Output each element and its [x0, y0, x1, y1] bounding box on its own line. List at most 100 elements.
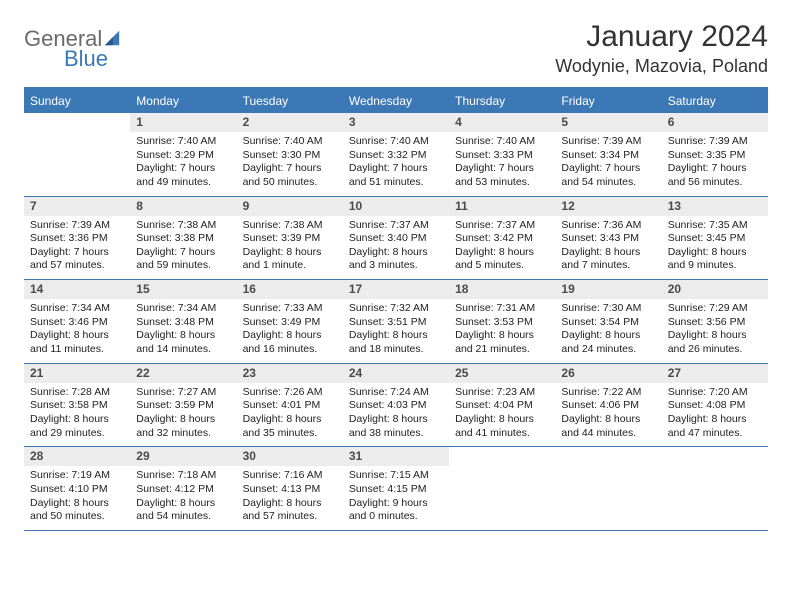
sunrise-text: Sunrise: 7:37 AM [349, 219, 443, 233]
day-content: Sunrise: 7:33 AMSunset: 3:49 PMDaylight:… [237, 299, 343, 363]
sunset-text: Sunset: 3:48 PM [136, 316, 230, 330]
day-cell: 13Sunrise: 7:35 AMSunset: 3:45 PMDayligh… [662, 197, 768, 280]
sunset-text: Sunset: 3:38 PM [136, 232, 230, 246]
day-content: Sunrise: 7:40 AMSunset: 3:30 PMDaylight:… [237, 132, 343, 196]
day-content: Sunrise: 7:28 AMSunset: 3:58 PMDaylight:… [24, 383, 130, 447]
sunrise-text: Sunrise: 7:39 AM [561, 135, 655, 149]
sunrise-text: Sunrise: 7:40 AM [136, 135, 230, 149]
sunrise-text: Sunrise: 7:18 AM [136, 469, 230, 483]
sunrise-text: Sunrise: 7:39 AM [668, 135, 762, 149]
sunrise-text: Sunrise: 7:35 AM [668, 219, 762, 233]
week-row: 7Sunrise: 7:39 AMSunset: 3:36 PMDaylight… [24, 197, 768, 281]
sunrise-text: Sunrise: 7:40 AM [349, 135, 443, 149]
sunrise-text: Sunrise: 7:22 AM [561, 386, 655, 400]
day-content: Sunrise: 7:26 AMSunset: 4:01 PMDaylight:… [237, 383, 343, 447]
day-number: 29 [130, 447, 236, 466]
sunrise-text: Sunrise: 7:38 AM [136, 219, 230, 233]
day-content: Sunrise: 7:40 AMSunset: 3:29 PMDaylight:… [130, 132, 236, 196]
day-cell: 21Sunrise: 7:28 AMSunset: 3:58 PMDayligh… [24, 364, 130, 447]
day-cell [24, 113, 130, 196]
daylight-text: Daylight: 8 hours and 35 minutes. [243, 413, 337, 440]
daylight-text: Daylight: 8 hours and 57 minutes. [243, 497, 337, 524]
day-cell [662, 447, 768, 530]
day-content: Sunrise: 7:30 AMSunset: 3:54 PMDaylight:… [555, 299, 661, 363]
day-number: 25 [449, 364, 555, 383]
sunrise-text: Sunrise: 7:37 AM [455, 219, 549, 233]
day-content: Sunrise: 7:40 AMSunset: 3:32 PMDaylight:… [343, 132, 449, 196]
day-number: 15 [130, 280, 236, 299]
day-cell: 29Sunrise: 7:18 AMSunset: 4:12 PMDayligh… [130, 447, 236, 530]
day-content: Sunrise: 7:35 AMSunset: 3:45 PMDaylight:… [662, 216, 768, 280]
sunset-text: Sunset: 3:30 PM [243, 149, 337, 163]
day-cell: 30Sunrise: 7:16 AMSunset: 4:13 PMDayligh… [237, 447, 343, 530]
sunset-text: Sunset: 3:34 PM [561, 149, 655, 163]
day-content: Sunrise: 7:20 AMSunset: 4:08 PMDaylight:… [662, 383, 768, 447]
daylight-text: Daylight: 7 hours and 59 minutes. [136, 246, 230, 273]
sunset-text: Sunset: 4:04 PM [455, 399, 549, 413]
sunrise-text: Sunrise: 7:19 AM [30, 469, 124, 483]
day-number: 8 [130, 197, 236, 216]
day-content: Sunrise: 7:37 AMSunset: 3:42 PMDaylight:… [449, 216, 555, 280]
day-cell: 24Sunrise: 7:24 AMSunset: 4:03 PMDayligh… [343, 364, 449, 447]
day-cell: 1Sunrise: 7:40 AMSunset: 3:29 PMDaylight… [130, 113, 236, 196]
sunset-text: Sunset: 3:40 PM [349, 232, 443, 246]
day-cell: 8Sunrise: 7:38 AMSunset: 3:38 PMDaylight… [130, 197, 236, 280]
dayheader-sun: Sunday [24, 89, 130, 113]
day-number: 10 [343, 197, 449, 216]
daylight-text: Daylight: 8 hours and 1 minute. [243, 246, 337, 273]
day-number: 4 [449, 113, 555, 132]
sunset-text: Sunset: 3:32 PM [349, 149, 443, 163]
day-number: 2 [237, 113, 343, 132]
day-cell: 17Sunrise: 7:32 AMSunset: 3:51 PMDayligh… [343, 280, 449, 363]
day-number: 21 [24, 364, 130, 383]
sunset-text: Sunset: 3:58 PM [30, 399, 124, 413]
day-cell [449, 447, 555, 530]
day-number: 28 [24, 447, 130, 466]
sunrise-text: Sunrise: 7:34 AM [30, 302, 124, 316]
daylight-text: Daylight: 8 hours and 5 minutes. [455, 246, 549, 273]
daylight-text: Daylight: 8 hours and 38 minutes. [349, 413, 443, 440]
sunrise-text: Sunrise: 7:31 AM [455, 302, 549, 316]
sunrise-text: Sunrise: 7:40 AM [243, 135, 337, 149]
daylight-text: Daylight: 7 hours and 56 minutes. [668, 162, 762, 189]
day-content: Sunrise: 7:38 AMSunset: 3:38 PMDaylight:… [130, 216, 236, 280]
day-number: 23 [237, 364, 343, 383]
week-row: 1Sunrise: 7:40 AMSunset: 3:29 PMDaylight… [24, 113, 768, 197]
sunrise-text: Sunrise: 7:39 AM [30, 219, 124, 233]
day-content: Sunrise: 7:19 AMSunset: 4:10 PMDaylight:… [24, 466, 130, 530]
sunset-text: Sunset: 3:46 PM [30, 316, 124, 330]
day-cell: 14Sunrise: 7:34 AMSunset: 3:46 PMDayligh… [24, 280, 130, 363]
dayheader-wed: Wednesday [343, 89, 449, 113]
sunrise-text: Sunrise: 7:28 AM [30, 386, 124, 400]
day-number: 26 [555, 364, 661, 383]
day-content: Sunrise: 7:27 AMSunset: 3:59 PMDaylight:… [130, 383, 236, 447]
sunset-text: Sunset: 4:03 PM [349, 399, 443, 413]
day-cell: 2Sunrise: 7:40 AMSunset: 3:30 PMDaylight… [237, 113, 343, 196]
day-number: 16 [237, 280, 343, 299]
day-number: 14 [24, 280, 130, 299]
dayheader-tue: Tuesday [237, 89, 343, 113]
sunrise-text: Sunrise: 7:30 AM [561, 302, 655, 316]
day-header-row: Sunday Monday Tuesday Wednesday Thursday… [24, 89, 768, 113]
daylight-text: Daylight: 8 hours and 9 minutes. [668, 246, 762, 273]
sunset-text: Sunset: 3:43 PM [561, 232, 655, 246]
sunset-text: Sunset: 3:42 PM [455, 232, 549, 246]
day-cell: 19Sunrise: 7:30 AMSunset: 3:54 PMDayligh… [555, 280, 661, 363]
sunset-text: Sunset: 4:08 PM [668, 399, 762, 413]
daylight-text: Daylight: 8 hours and 18 minutes. [349, 329, 443, 356]
logo: GeneralBlue [24, 20, 121, 72]
day-number: 12 [555, 197, 661, 216]
dayheader-fri: Friday [555, 89, 661, 113]
day-cell: 10Sunrise: 7:37 AMSunset: 3:40 PMDayligh… [343, 197, 449, 280]
sunrise-text: Sunrise: 7:32 AM [349, 302, 443, 316]
daylight-text: Daylight: 7 hours and 57 minutes. [30, 246, 124, 273]
day-cell: 23Sunrise: 7:26 AMSunset: 4:01 PMDayligh… [237, 364, 343, 447]
day-number: 7 [24, 197, 130, 216]
sunset-text: Sunset: 4:10 PM [30, 483, 124, 497]
daylight-text: Daylight: 7 hours and 51 minutes. [349, 162, 443, 189]
day-cell: 20Sunrise: 7:29 AMSunset: 3:56 PMDayligh… [662, 280, 768, 363]
day-cell: 26Sunrise: 7:22 AMSunset: 4:06 PMDayligh… [555, 364, 661, 447]
sunrise-text: Sunrise: 7:26 AM [243, 386, 337, 400]
daylight-text: Daylight: 7 hours and 50 minutes. [243, 162, 337, 189]
daylight-text: Daylight: 8 hours and 54 minutes. [136, 497, 230, 524]
